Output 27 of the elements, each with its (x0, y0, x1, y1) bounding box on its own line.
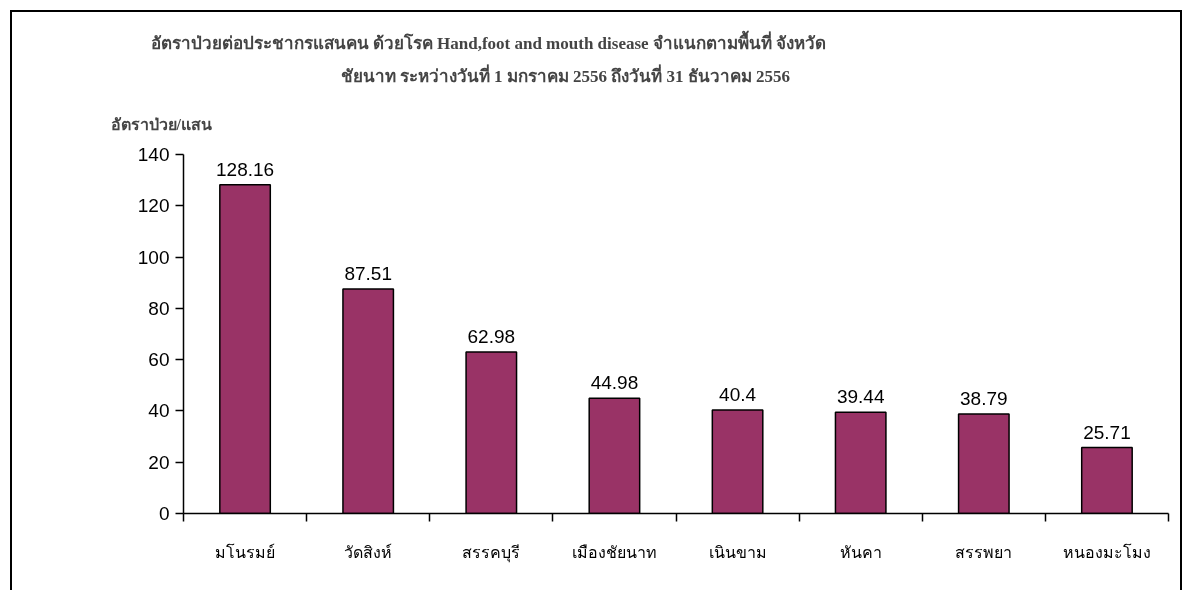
data-label: 87.51 (344, 263, 392, 285)
chart-subtitle: ชัยนาท ระหว่างวันที่ 1 มกราคม 2556 ถึงวันที่ 31 ธันวาคม 2556 (340, 63, 790, 86)
data-label: 38.79 (960, 388, 1008, 410)
x-tick-label: สรรคบุรี (462, 543, 521, 563)
y-tick-label: 40 (148, 400, 170, 422)
data-label: 39.44 (836, 386, 885, 408)
x-tick-label: มโนรมย์ (215, 542, 276, 561)
data-label: 128.16 (216, 158, 275, 180)
data-label: 40.4 (719, 383, 757, 405)
chart-title: อัตราป่วยต่อประชากรแสนคน ด้วยโรค Hand,foot and mouth disease จำแนกตามพื้นที่ จังหวัด (150, 29, 827, 53)
x-tick-label: หนองมะโมง (1062, 542, 1151, 561)
y-tick-label: 20 (148, 451, 170, 473)
y-tick-label: 100 (137, 246, 170, 268)
data-label: 25.71 (1083, 421, 1131, 443)
data-label: 62.98 (467, 326, 516, 347)
y-tick-label: 140 (137, 144, 170, 165)
y-axis-title: อัตราป่วย/แสน (110, 115, 212, 133)
data-label: 44.98 (590, 372, 639, 394)
y-tick-label: 120 (137, 195, 170, 217)
x-tick-label: สรรพยา (955, 543, 1013, 561)
y-tick-label: 0 (158, 503, 170, 524)
y-tick-label: 60 (148, 349, 170, 371)
x-tick-label: วัดสิงห์ (344, 542, 393, 561)
x-tick-label: หันคา (839, 543, 882, 561)
x-tick-label: เมืองชัยนาท (571, 543, 657, 561)
x-tick-label: เนินขาม (708, 543, 767, 561)
y-tick-label: 80 (148, 297, 170, 319)
